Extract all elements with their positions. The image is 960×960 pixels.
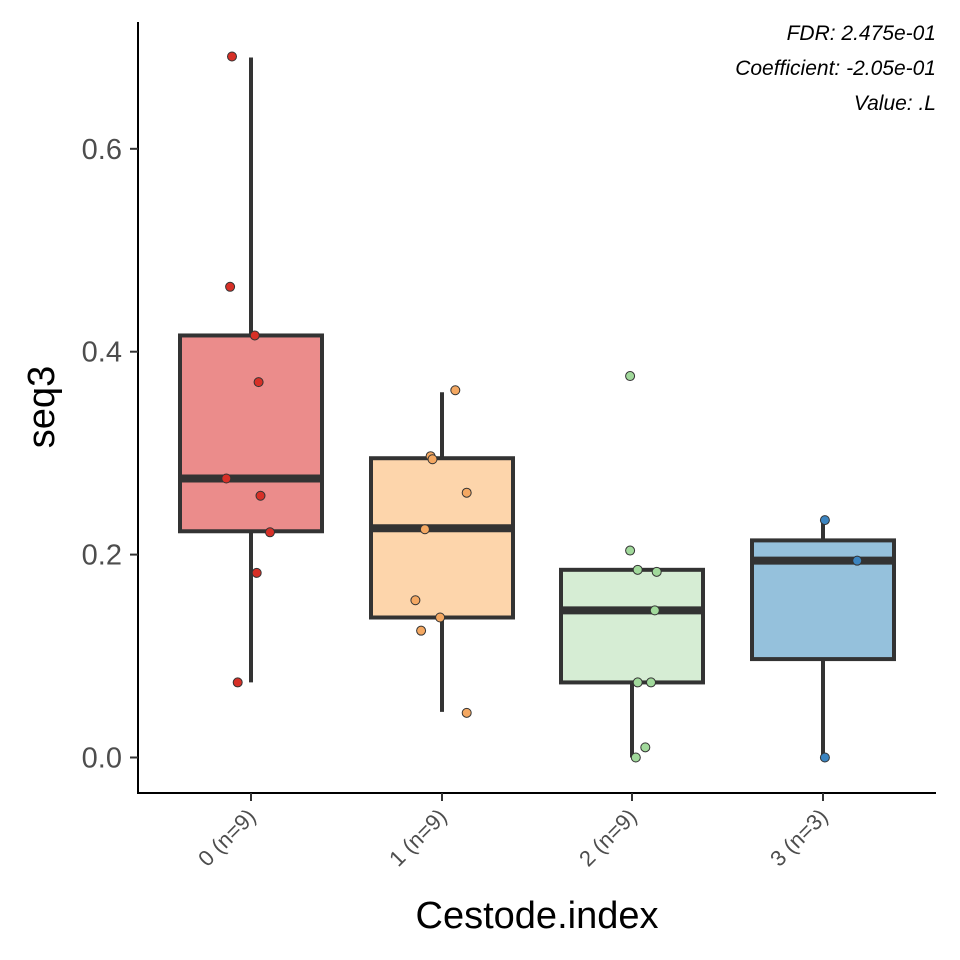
data-point bbox=[249, 330, 260, 341]
box-group-0 bbox=[178, 51, 324, 688]
data-point bbox=[852, 555, 863, 566]
box bbox=[559, 567, 705, 685]
y-tick-label: 0.6 bbox=[82, 134, 122, 166]
data-point bbox=[632, 677, 643, 688]
data-point bbox=[410, 595, 421, 606]
data-point bbox=[461, 707, 472, 718]
data-point bbox=[225, 281, 236, 292]
y-axis-ticks: 0.0 0.2 0.4 0.6 bbox=[82, 134, 138, 774]
data-point bbox=[646, 677, 656, 688]
annotation-fdr: FDR: 2.475e-01 bbox=[787, 22, 936, 45]
y-axis-title: seq3 bbox=[21, 366, 63, 448]
data-point bbox=[649, 605, 660, 616]
data-point bbox=[819, 515, 830, 526]
annotation-value: Value: .L bbox=[854, 92, 936, 115]
box-group-2 bbox=[559, 371, 705, 763]
data-point bbox=[221, 473, 232, 484]
y-tick-label: 0.4 bbox=[82, 337, 122, 369]
x-tick-label: 2 (n=9) bbox=[574, 804, 641, 871]
data-point bbox=[632, 564, 643, 575]
plot-area bbox=[178, 51, 896, 763]
data-point bbox=[419, 524, 430, 535]
annotation-block: FDR: 2.475e-01 Coefficient: -2.05e-01 Va… bbox=[735, 22, 936, 115]
annotation-coefficient: Coefficient: -2.05e-01 bbox=[735, 57, 936, 80]
y-tick-label: 0.0 bbox=[82, 742, 122, 774]
data-point bbox=[251, 567, 262, 578]
data-point bbox=[255, 490, 266, 501]
data-point bbox=[265, 527, 275, 538]
data-point bbox=[232, 677, 243, 688]
data-point bbox=[227, 51, 237, 62]
x-tick-label: 0 (n=9) bbox=[193, 804, 260, 871]
data-point bbox=[416, 625, 427, 636]
data-point bbox=[450, 385, 461, 396]
data-point bbox=[253, 377, 264, 388]
data-point bbox=[651, 566, 662, 577]
data-point bbox=[435, 612, 446, 623]
data-point bbox=[625, 371, 636, 382]
axes bbox=[137, 22, 936, 794]
data-point bbox=[640, 742, 651, 753]
data-point bbox=[461, 487, 472, 498]
box-group-3 bbox=[750, 515, 896, 763]
y-tick-label: 0.2 bbox=[82, 540, 122, 572]
box bbox=[178, 333, 324, 534]
data-point bbox=[819, 752, 830, 763]
x-axis-ticks: 0 (n=9) 1 (n=9) 2 (n=9) 3 (n=3) bbox=[193, 793, 833, 871]
x-tick-label: 1 (n=9) bbox=[384, 804, 451, 871]
box-group-1 bbox=[369, 385, 515, 718]
x-tick-label: 3 (n=3) bbox=[765, 804, 832, 871]
data-point bbox=[630, 752, 641, 763]
data-point bbox=[427, 454, 438, 465]
data-point bbox=[625, 545, 636, 556]
box bbox=[369, 456, 515, 620]
x-axis-title: Cestode.index bbox=[416, 895, 659, 937]
